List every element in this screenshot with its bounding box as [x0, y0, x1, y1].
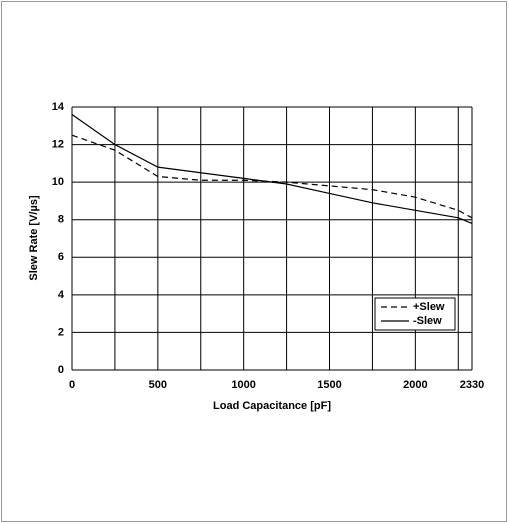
data-line	[71, 134, 473, 219]
x-tick-label: 1500	[317, 379, 341, 391]
y-tick-label: 10	[52, 176, 64, 188]
y-tick-label: 12	[52, 138, 64, 150]
legend-label: +Slew	[413, 301, 445, 313]
x-tick-label: 2330	[460, 379, 484, 391]
legend-box	[374, 297, 456, 331]
y-tick-label: 4	[58, 289, 65, 301]
x-tick-label: 2000	[403, 379, 427, 391]
x-axis-label: Load Capacitance [pF]	[213, 400, 331, 412]
x-tick-label: 500	[149, 379, 167, 391]
data-line	[71, 114, 473, 225]
x-tick-label: 0	[69, 379, 75, 391]
y-tick-label: 6	[58, 251, 64, 263]
y-axis-label: Slew Rate [V/µs]	[28, 195, 40, 281]
x-tick-label: 1000	[231, 379, 255, 391]
y-tick-label: 8	[58, 214, 64, 226]
y-tick-label: 14	[52, 101, 65, 113]
legend-label: -Slew	[413, 315, 442, 327]
y-tick-label: 2	[58, 326, 64, 338]
y-tick-label: 0	[58, 364, 64, 376]
